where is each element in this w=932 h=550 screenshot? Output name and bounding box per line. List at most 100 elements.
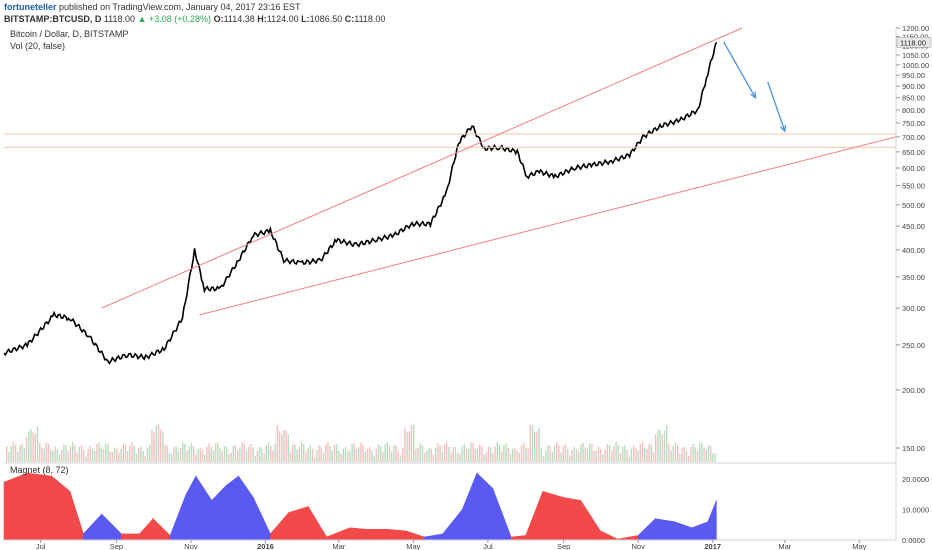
volume-bar (426, 450, 428, 462)
magnet-area-segment (542, 490, 564, 541)
volume-bar (254, 455, 256, 462)
price-tick-label: 750.00 (902, 119, 925, 128)
price-tick-label: 850.00 (902, 94, 925, 103)
volume-bar (377, 444, 380, 462)
volume-bar (138, 447, 140, 462)
volume-bar (547, 445, 549, 462)
volume-bar (556, 442, 558, 462)
magnet-area-segment (101, 513, 122, 541)
volume-bar (289, 451, 292, 462)
volume-bar (485, 452, 487, 462)
volume-bar (83, 449, 85, 462)
volume-bar (281, 434, 283, 462)
volume-bar (397, 451, 399, 462)
magnet-area-segment (195, 475, 213, 541)
time-tick-label: Nov (184, 542, 198, 550)
price-tick-label: 1000.00 (902, 61, 929, 70)
forecast-arrowhead (750, 91, 757, 99)
volume-bar (443, 444, 446, 462)
magnet-area-segment (3, 472, 28, 541)
publish-line: fortuneteller published on TradingView.c… (4, 2, 301, 12)
volume-bar (562, 445, 564, 462)
volume-bar (481, 446, 483, 462)
volume-bar (107, 444, 109, 462)
price-tick-label: 1050.00 (902, 51, 929, 60)
volume-bar (514, 448, 516, 462)
price-tick-label: 200.00 (902, 386, 925, 395)
volume-bar (446, 442, 448, 462)
volume-bar (188, 446, 190, 462)
volume-bar (89, 445, 91, 462)
volume-bar (72, 442, 74, 462)
volume-bar (56, 448, 58, 462)
forecast-arrowhead (780, 125, 787, 133)
time-tick-label: Nov (632, 542, 646, 550)
volume-bar (468, 448, 470, 462)
volume-bars (6, 424, 716, 462)
magnet-pane (3, 472, 717, 541)
volume-bar (536, 431, 538, 462)
magnet-area-segment (307, 505, 327, 541)
volume-bar (353, 443, 355, 462)
magnet-area-segment (691, 521, 709, 541)
volume-bar (652, 451, 655, 462)
volume-bar (58, 454, 61, 462)
volume-bar (430, 448, 432, 462)
volume-bar (593, 450, 595, 462)
magnet-tick-label: 20.0000 (902, 475, 929, 484)
volume-bar (241, 442, 243, 462)
volume-bar (435, 447, 437, 462)
volume-bar (518, 452, 520, 462)
volume-bar (690, 447, 692, 462)
volume-bar (415, 448, 417, 462)
price-tick-label: 250.00 (902, 341, 925, 350)
volume-bar (498, 444, 501, 462)
volume-bar (208, 443, 210, 462)
volume-bar (635, 448, 637, 462)
volume-bar (628, 456, 630, 462)
volume-bar (630, 448, 633, 462)
volume-bar (509, 453, 512, 462)
volume-bar (512, 448, 514, 462)
volume-bar (487, 446, 490, 462)
volume-bar (184, 443, 186, 462)
price-tick-label: 400.00 (902, 246, 925, 255)
volume-bar (311, 448, 314, 462)
volume-bar (369, 446, 371, 462)
volume-bar (25, 436, 28, 462)
volume-bar (505, 443, 507, 462)
volume-bar (589, 443, 591, 462)
magnet-area-segment (707, 500, 717, 541)
volume-bar (292, 444, 294, 462)
price-tick-label: 550.00 (902, 182, 925, 191)
volume-bar (274, 443, 276, 462)
volume-bar (226, 447, 228, 462)
magnet-area-segment (617, 535, 639, 541)
volume-bar (584, 447, 586, 462)
volume-bar (21, 443, 23, 462)
volume-bar (650, 444, 652, 462)
magnet-area-segment (492, 488, 512, 541)
volume-bar (309, 445, 311, 462)
magnet-area-segment (580, 499, 601, 541)
volume-bar (140, 446, 142, 462)
magnet-area-segment (326, 527, 351, 541)
volume-bar (149, 444, 151, 462)
volume-bar (215, 443, 217, 462)
volume-bar (441, 451, 443, 462)
volume-bar (127, 450, 129, 462)
volume-bar (28, 431, 30, 462)
trendline-lower (199, 136, 897, 316)
volume-bar (428, 448, 430, 462)
magnet-area-segment (121, 533, 140, 541)
current-price-marker (896, 37, 932, 48)
magnet-area-segment (424, 533, 443, 541)
volume-bar (230, 452, 232, 462)
volume-bar (109, 451, 111, 462)
volume-bar (118, 453, 120, 462)
close-label: C: (344, 14, 355, 24)
volume-bar (91, 448, 94, 462)
volume-bar (120, 448, 122, 462)
author-link[interactable]: fortuneteller (4, 2, 57, 12)
